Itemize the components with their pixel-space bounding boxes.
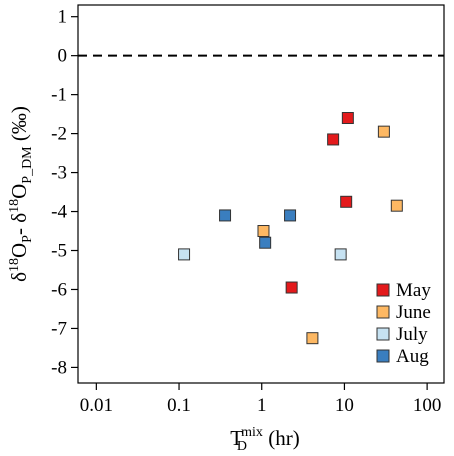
y-title-part-4: - δ xyxy=(7,213,31,235)
data-point-aug xyxy=(284,209,297,222)
legend-swatch-july xyxy=(376,327,390,341)
x-tick-label: 0.1 xyxy=(167,395,191,416)
y-tick-label: -2 xyxy=(51,124,67,145)
y-tick-label: 0 xyxy=(58,46,68,67)
x-axis: 0.01 0.1 1 10 100 xyxy=(80,383,442,416)
data-point-may xyxy=(341,112,354,125)
legend-swatch-june xyxy=(376,305,390,319)
data-point-june xyxy=(377,125,390,138)
data-point-may xyxy=(327,133,340,146)
legend-label-may: May xyxy=(396,280,431,301)
y-title-part-6: O xyxy=(7,184,31,199)
data-point-may xyxy=(340,195,353,208)
plot-frame xyxy=(77,4,445,384)
y-tick-label: -7 xyxy=(51,318,67,339)
y-tick-label: -5 xyxy=(51,241,67,262)
data-point-june xyxy=(390,199,403,212)
legend-label-july: July xyxy=(396,324,428,345)
x-tick-label: 0.01 xyxy=(80,395,113,416)
data-point-may xyxy=(285,281,298,294)
y-title-part-5: 18 xyxy=(7,199,22,213)
y-axis-title: δ18OP- δ18OP_DM (‰) xyxy=(7,106,35,282)
legend-swatch-may xyxy=(376,283,390,297)
data-point-july xyxy=(178,248,191,261)
y-tick-label: -8 xyxy=(51,357,67,378)
x-axis-title: Tmix D (hr) xyxy=(230,425,299,454)
x-title-sup: mix xyxy=(241,425,263,440)
x-tick-label: 10 xyxy=(335,395,354,416)
data-point-june xyxy=(257,225,270,238)
data-point-july xyxy=(334,248,347,261)
y-tick-label: -1 xyxy=(51,85,67,106)
legend-swatch-aug xyxy=(376,349,390,363)
y-title-part-7: P_DM xyxy=(20,146,35,184)
y-tick-label: -6 xyxy=(51,279,67,300)
y-title-part-3: P xyxy=(20,235,35,243)
y-title-part-8: (‰) xyxy=(7,106,31,146)
y-title-part-2: O xyxy=(7,243,31,258)
legend-label-aug: Aug xyxy=(396,346,429,367)
x-tick-label: 1 xyxy=(257,395,267,416)
data-points xyxy=(178,112,403,345)
y-tick-label: -4 xyxy=(51,202,67,223)
data-point-aug xyxy=(219,209,232,222)
y-axis: 1 0 -1 -2 -3 -4 -5 -6 -7 -8 xyxy=(51,7,78,378)
x-title-base: T xyxy=(230,426,243,450)
x-title-unit: (hr) xyxy=(263,426,300,450)
x-tick-label: 100 xyxy=(413,395,442,416)
y-tick-label: 1 xyxy=(58,7,68,28)
data-point-aug xyxy=(259,236,272,249)
y-tick-label: -3 xyxy=(51,163,67,184)
data-point-june xyxy=(306,332,319,345)
x-title-sub: D xyxy=(237,439,247,454)
y-title-part-1: 18 xyxy=(7,258,22,272)
legend-label-june: June xyxy=(396,302,431,323)
y-title-part-0: δ xyxy=(7,272,31,282)
